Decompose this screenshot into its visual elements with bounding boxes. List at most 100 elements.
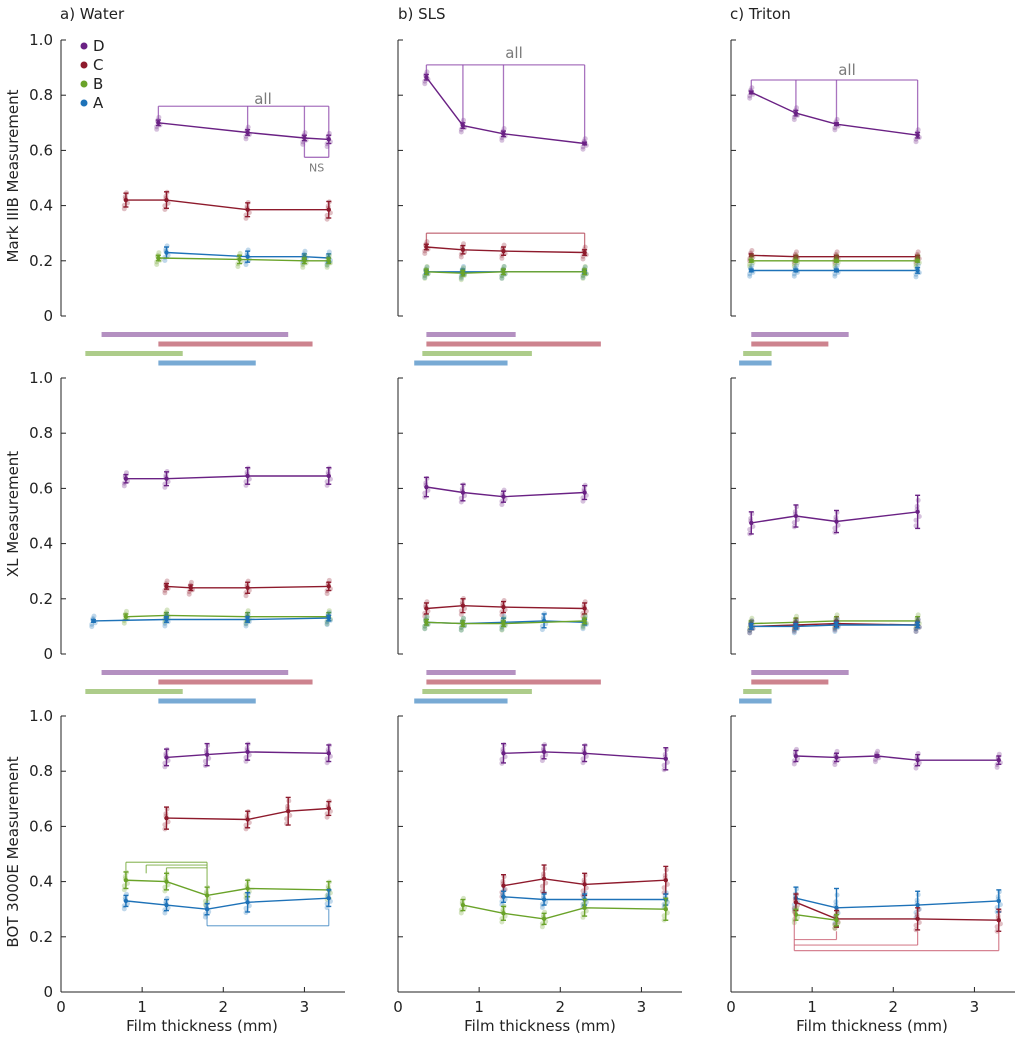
mean-point <box>915 902 920 908</box>
replicate-point <box>188 579 194 585</box>
replicate-point <box>121 620 127 626</box>
mean-point <box>188 585 194 590</box>
y-tick-label: 0 <box>43 983 53 1001</box>
mean-point <box>326 806 331 811</box>
mean-point <box>91 618 96 624</box>
x-tick-label: 1 <box>137 998 147 1016</box>
series-d <box>791 746 1003 771</box>
x-tick-label: 2 <box>219 998 229 1016</box>
replicate-point <box>458 254 464 260</box>
mean-point <box>541 897 547 902</box>
x-tick-label: 2 <box>556 998 566 1016</box>
x-tick-label: 0 <box>726 998 736 1016</box>
series-d <box>154 114 333 150</box>
mean-point <box>582 141 587 146</box>
mean-point <box>915 509 920 515</box>
y-tick-label: 1.0 <box>29 31 53 49</box>
replicate-point <box>424 614 430 620</box>
range-bar-a <box>158 360 256 366</box>
y-tick-label: 0.4 <box>29 535 53 553</box>
series-d <box>422 69 589 152</box>
mean-point <box>501 911 506 916</box>
mean-point <box>793 258 799 263</box>
y-tick-label: 0.6 <box>29 817 53 835</box>
replicate-point <box>749 263 755 269</box>
range-bar-c <box>158 341 313 347</box>
mean-point <box>996 757 1001 763</box>
mean-point <box>123 614 129 619</box>
replicate-point <box>186 591 192 597</box>
replicate-point <box>243 136 249 142</box>
mean-point <box>541 749 547 755</box>
replicate-point <box>582 613 588 618</box>
mean-point <box>501 131 506 137</box>
range-bar-c <box>158 679 313 685</box>
panel-r1-c1 <box>397 377 403 655</box>
mean-point <box>793 900 799 905</box>
y-tick-label: 0 <box>43 645 53 663</box>
mean-point <box>834 755 839 760</box>
replicate-point <box>501 264 507 269</box>
mean-point <box>834 519 839 524</box>
replicate-point <box>154 262 160 267</box>
mean-point <box>164 879 169 884</box>
mean-point <box>424 484 429 490</box>
replicate-point <box>872 759 878 765</box>
replicate-point <box>458 910 464 916</box>
replicate-point <box>162 258 168 263</box>
mean-point <box>326 473 331 479</box>
series-line-c <box>795 901 999 921</box>
x-tick-label: 0 <box>393 998 403 1016</box>
ns-label: NS <box>309 161 324 174</box>
panel-r0-c1 <box>397 39 403 317</box>
data-panel-r2-c0 <box>121 741 333 920</box>
panel-title-sls-text: b) SLS <box>398 5 446 23</box>
replicate-point <box>243 262 249 268</box>
series-a <box>747 262 922 280</box>
mean-point <box>245 749 250 755</box>
series-line-d <box>751 91 918 136</box>
replicate-point <box>580 275 586 281</box>
significance-bracket: all <box>425 44 586 143</box>
replicate-point <box>747 271 753 277</box>
series-line-c <box>751 254 918 258</box>
mean-point <box>164 476 169 481</box>
mean-point <box>245 900 250 905</box>
replicate-point <box>324 264 330 270</box>
mean-point <box>749 258 754 263</box>
replicate-point <box>832 627 838 633</box>
replicate-point <box>913 274 919 280</box>
replicate-point <box>582 264 588 269</box>
replicate-point <box>832 264 838 269</box>
mean-point <box>164 584 169 589</box>
replicate-point <box>501 264 507 269</box>
mean-point <box>245 254 250 259</box>
replicate-point <box>501 615 507 621</box>
replicate-point <box>747 630 753 636</box>
replicate-point <box>913 629 919 634</box>
replicate-point <box>324 621 330 627</box>
series-b <box>121 607 333 627</box>
legend-marker-a <box>80 99 88 107</box>
replicate-point <box>915 249 921 255</box>
significance-bracket: all <box>157 90 330 137</box>
range-bar-c <box>751 679 829 685</box>
series-line-d <box>425 76 585 145</box>
replicate-point <box>162 590 168 596</box>
series-line-a <box>93 617 329 622</box>
replicate-point <box>832 273 838 279</box>
replicate-point <box>580 256 586 262</box>
mean-point <box>237 257 242 262</box>
mean-point <box>501 751 506 756</box>
replicate-point <box>747 95 753 101</box>
y-tick-label: 0.8 <box>29 762 53 780</box>
mean-point <box>749 90 754 95</box>
panel-title-sls: b) SLS <box>398 5 446 23</box>
replicate-point <box>832 271 838 277</box>
mean-point <box>749 268 754 273</box>
replicate-point <box>422 275 428 281</box>
series-line-c <box>426 604 585 610</box>
mean-point <box>663 878 668 883</box>
mean-point <box>156 120 161 126</box>
